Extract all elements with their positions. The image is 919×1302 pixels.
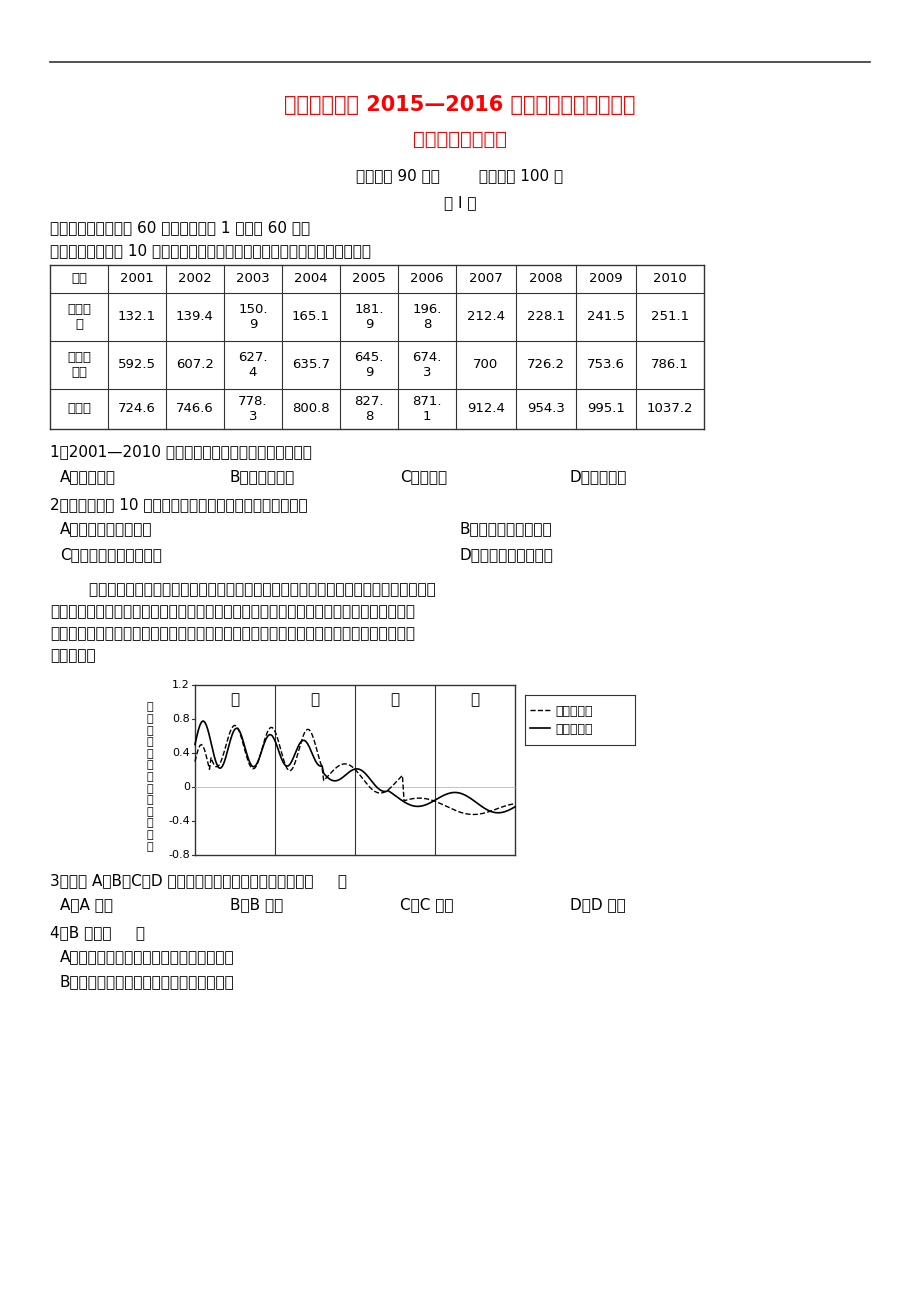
Text: 2008: 2008 bbox=[528, 272, 562, 285]
Text: 2007: 2007 bbox=[469, 272, 503, 285]
Text: 181.
9: 181. 9 bbox=[354, 303, 383, 331]
Text: 3．该市 A、B、C、D 四个区域中城市发展水平最高的是（     ）: 3．该市 A、B、C、D 四个区域中城市发展水平最高的是（ ） bbox=[50, 874, 346, 888]
Text: 871.
1: 871. 1 bbox=[412, 395, 441, 423]
Text: 年份: 年份 bbox=[71, 272, 87, 285]
Text: 2003: 2003 bbox=[236, 272, 269, 285]
Text: 0.8: 0.8 bbox=[172, 713, 190, 724]
Text: D．D 区域: D．D 区域 bbox=[570, 897, 625, 911]
Text: 753.6: 753.6 bbox=[586, 358, 624, 371]
Text: 1．2001—2010 年间，该城市人口增长速度最快的是: 1．2001—2010 年间，该城市人口增长速度最快的是 bbox=[50, 444, 312, 460]
Text: 0: 0 bbox=[183, 783, 190, 792]
Text: 241.5: 241.5 bbox=[586, 310, 624, 323]
Text: 建筑物、绿地等的变化）与人文城市化（即城市内部人口潜在的变化，如人口素质的提高、: 建筑物、绿地等的变化）与人文城市化（即城市内部人口潜在的变化，如人口素质的提高、 bbox=[50, 604, 414, 618]
Text: 228.1: 228.1 bbox=[527, 310, 564, 323]
Text: 第 I 卷: 第 I 卷 bbox=[443, 195, 476, 210]
Text: 2005: 2005 bbox=[352, 272, 385, 285]
Text: 2009: 2009 bbox=[588, 272, 622, 285]
Text: 下列问题。: 下列问题。 bbox=[50, 648, 96, 663]
Text: 912.4: 912.4 bbox=[467, 402, 505, 415]
Text: A．城市经济停滞不前: A．城市经济停滞不前 bbox=[60, 521, 153, 536]
Text: 132.1: 132.1 bbox=[118, 310, 156, 323]
Text: 196.
8: 196. 8 bbox=[412, 303, 441, 331]
Text: 生活方式的改变等）。下图表示某城市区域剖面的景观与人文发展指数分布图。读图，完成: 生活方式的改变等）。下图表示某城市区域剖面的景观与人文发展指数分布图。读图，完成 bbox=[50, 626, 414, 641]
Text: 635.7: 635.7 bbox=[291, 358, 330, 371]
Text: 4．B 区域（     ）: 4．B 区域（ ） bbox=[50, 924, 145, 940]
Text: B．青壮年劳动力不足: B．青壮年劳动力不足 bbox=[460, 521, 552, 536]
Text: 考试时间 90 分钟        试题分数 100 分: 考试时间 90 分钟 试题分数 100 分 bbox=[356, 168, 563, 184]
Text: 800.8: 800.8 bbox=[292, 402, 329, 415]
Text: D．城市房价上涨迅速: D．城市房价上涨迅速 bbox=[460, 547, 553, 562]
Text: 2002: 2002 bbox=[178, 272, 211, 285]
Text: 人文城市化: 人文城市化 bbox=[554, 704, 592, 717]
Text: D．无法比较: D．无法比较 bbox=[570, 469, 627, 484]
Text: 2004: 2004 bbox=[294, 272, 327, 285]
Text: 城
市
剖
面
景
观
与
人
文
发
展
指
数: 城 市 剖 面 景 观 与 人 文 发 展 指 数 bbox=[146, 702, 153, 852]
Text: 251.1: 251.1 bbox=[651, 310, 688, 323]
Text: 城市化过程一般分为景观城市化（即可以被人们所观察到的城市的发展变化，如道路、: 城市化过程一般分为景观城市化（即可以被人们所观察到的城市的发展变化，如道路、 bbox=[50, 582, 436, 598]
Text: 700: 700 bbox=[473, 358, 498, 371]
Text: 乙: 乙 bbox=[310, 693, 319, 707]
Text: 0.4: 0.4 bbox=[172, 749, 190, 758]
Text: 读我国某南方城市 10 年间人口增长统计表（单位：万人），回答下列问题。: 读我国某南方城市 10 年间人口增长统计表（单位：万人），回答下列问题。 bbox=[50, 243, 370, 258]
Text: A．户籍人口: A．户籍人口 bbox=[60, 469, 116, 484]
Text: 592.5: 592.5 bbox=[118, 358, 156, 371]
Text: 2001: 2001 bbox=[120, 272, 153, 285]
Text: 河北冀州中学 2015—2016 学年度上学期月三考试: 河北冀州中学 2015—2016 学年度上学期月三考试 bbox=[284, 95, 635, 115]
Text: 995.1: 995.1 bbox=[586, 402, 624, 415]
Text: B．B 区域: B．B 区域 bbox=[230, 897, 283, 911]
Text: 212.4: 212.4 bbox=[467, 310, 505, 323]
Text: B．非户籍人口: B．非户籍人口 bbox=[230, 469, 295, 484]
Text: A．A 区域: A．A 区域 bbox=[60, 897, 113, 911]
Text: 户籍人
口: 户籍人 口 bbox=[67, 303, 91, 331]
Text: 778.
3: 778. 3 bbox=[238, 395, 267, 423]
Text: 786.1: 786.1 bbox=[651, 358, 688, 371]
Text: 724.6: 724.6 bbox=[118, 402, 155, 415]
Text: -0.4: -0.4 bbox=[168, 816, 190, 825]
Text: C．C 区域: C．C 区域 bbox=[400, 897, 453, 911]
Text: 1037.2: 1037.2 bbox=[646, 402, 693, 415]
Text: 2．该城市人口 10 年间的变化，给该城市带来的主要问题是: 2．该城市人口 10 年间的变化，给该城市带来的主要问题是 bbox=[50, 497, 307, 512]
Text: 景观城市化: 景观城市化 bbox=[554, 723, 592, 736]
Text: C．总人口: C．总人口 bbox=[400, 469, 447, 484]
Text: 2006: 2006 bbox=[410, 272, 443, 285]
Text: 726.2: 726.2 bbox=[527, 358, 564, 371]
Text: 2010: 2010 bbox=[652, 272, 686, 285]
Text: 607.2: 607.2 bbox=[176, 358, 214, 371]
Text: 150.
9: 150. 9 bbox=[238, 303, 267, 331]
Text: 非户籍
人口: 非户籍 人口 bbox=[67, 352, 91, 379]
Text: 一、单项选择题（共 60 小题，每小题 1 分，共 60 分）: 一、单项选择题（共 60 小题，每小题 1 分，共 60 分） bbox=[50, 220, 310, 234]
Text: 627.
4: 627. 4 bbox=[238, 352, 267, 379]
Text: 645.
9: 645. 9 bbox=[354, 352, 383, 379]
Text: 954.3: 954.3 bbox=[527, 402, 564, 415]
Text: 丙: 丙 bbox=[390, 693, 399, 707]
Text: A．目前景观发育程度较高，城市规划合理: A．目前景观发育程度较高，城市规划合理 bbox=[60, 949, 234, 963]
Text: B．今后需加强道路和城市公共设施的建设: B．今后需加强道路和城市公共设施的建设 bbox=[60, 974, 234, 990]
Text: C．人口老龄化更加严重: C．人口老龄化更加严重 bbox=[60, 547, 162, 562]
Text: 827.
8: 827. 8 bbox=[354, 395, 383, 423]
Text: 165.1: 165.1 bbox=[291, 310, 330, 323]
Text: 746.6: 746.6 bbox=[176, 402, 213, 415]
Text: 总人口: 总人口 bbox=[67, 402, 91, 415]
Text: -0.8: -0.8 bbox=[168, 850, 190, 861]
Text: 丁: 丁 bbox=[470, 693, 479, 707]
Text: 甲: 甲 bbox=[230, 693, 239, 707]
Text: 1.2: 1.2 bbox=[172, 680, 190, 690]
Text: 高三年级地理试题: 高三年级地理试题 bbox=[413, 130, 506, 148]
Text: 674.
3: 674. 3 bbox=[412, 352, 441, 379]
Text: 139.4: 139.4 bbox=[176, 310, 214, 323]
